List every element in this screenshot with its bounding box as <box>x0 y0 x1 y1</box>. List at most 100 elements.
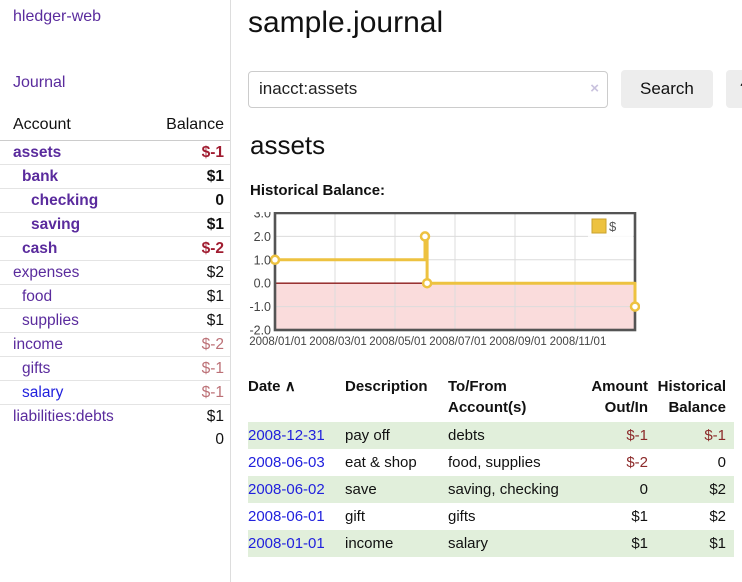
account-link[interactable]: expenses <box>13 264 80 281</box>
account-balance: $-1 <box>147 380 230 405</box>
main-content: sample.journal × Search ? assets Histori… <box>231 0 742 582</box>
account-row: income $-2 <box>0 332 230 357</box>
svg-text:-2.0: -2.0 <box>249 324 271 338</box>
transaction-description: gift <box>345 508 366 525</box>
account-balance: $2 <box>147 260 230 285</box>
account-link[interactable]: supplies <box>22 312 79 329</box>
search-input[interactable] <box>248 70 608 108</box>
search-button[interactable]: Search <box>621 70 713 108</box>
svg-text:1.0: 1.0 <box>254 253 271 267</box>
svg-text:2008/05/01: 2008/05/01 <box>369 336 427 348</box>
account-balance: $1 <box>147 284 230 309</box>
transaction-date-cell: 2008-12-31 <box>248 422 345 449</box>
transaction-row: 2008-06-01 gift gifts $1 $2 <box>248 503 734 530</box>
account-balance: $1 <box>147 404 230 428</box>
account-row: food $1 <box>0 284 230 309</box>
account-link[interactable]: income <box>13 336 63 353</box>
transaction-row: 2008-06-02 save saving, checking 0 $2 <box>248 476 734 503</box>
transaction-date-link[interactable]: 2008-01-01 <box>248 535 325 552</box>
transaction-row: 2008-01-01 income salary $1 $1 <box>248 530 734 557</box>
account-row: checking 0 <box>0 188 230 213</box>
account-link[interactable]: salary <box>22 384 64 401</box>
svg-text:2008/11/01: 2008/11/01 <box>550 336 607 348</box>
account-balance: $-2 <box>147 236 230 261</box>
account-link[interactable]: cash <box>22 240 58 257</box>
transaction-amount: $1 <box>631 508 648 525</box>
account-row: salary $-1 <box>0 380 230 405</box>
accounts-total-row: 0 <box>0 428 230 451</box>
accounts-total-value: 0 <box>215 431 224 448</box>
account-link[interactable]: checking <box>31 192 99 209</box>
transaction-date-link[interactable]: 2008-06-03 <box>248 454 325 471</box>
account-balance: $1 <box>147 212 230 237</box>
account-row: bank $1 <box>0 164 230 189</box>
account-link[interactable]: assets <box>13 144 62 161</box>
transaction-date-link[interactable]: 2008-06-02 <box>248 481 325 498</box>
transaction-accounts: food, supplies <box>448 454 541 471</box>
transaction-date-cell: 2008-01-01 <box>248 530 345 557</box>
account-heading: assets <box>250 130 326 160</box>
transaction-date-link[interactable]: 2008-12-31 <box>248 427 325 444</box>
transaction-accounts: saving, checking <box>448 481 559 498</box>
transaction-amount: $1 <box>631 535 648 552</box>
account-link[interactable]: gifts <box>22 360 51 377</box>
transaction-balance: 0 <box>717 454 726 471</box>
transaction-row: 2008-06-03 eat & shop food, supplies $-2 0 <box>248 449 734 476</box>
help-button[interactable]: ? <box>725 70 742 108</box>
account-row: supplies $1 <box>0 308 230 333</box>
register-tbody: 2008-12-31 pay off debts $-1 $-1 2008-06-03 ea… <box>248 422 734 557</box>
chart-heading: Historical Balance: <box>250 182 386 199</box>
account-link[interactable]: liabilities:debts <box>13 408 114 425</box>
transaction-date-link[interactable]: 2008-06-01 <box>248 508 325 525</box>
transaction-amount: $-2 <box>626 454 648 471</box>
accounts-tbody: assets $-1 bank $1 checking 0 saving $1 cash $-2 e… <box>0 141 230 428</box>
transaction-description: eat & shop <box>345 454 417 471</box>
transaction-balance: $2 <box>709 508 726 525</box>
sort-asc-icon: ∧ <box>284 378 296 395</box>
app-title-link[interactable]: hledger-web <box>13 8 102 25</box>
account-balance: $1 <box>147 164 230 189</box>
transaction-accounts: debts <box>448 427 485 444</box>
account-balance: $-1 <box>147 356 230 381</box>
accounts-header-account: Account <box>0 113 148 141</box>
svg-text:2008/01/01: 2008/01/01 <box>249 336 307 348</box>
svg-text:2.0: 2.0 <box>254 230 271 244</box>
clear-search-icon[interactable]: × <box>590 79 599 97</box>
transaction-balance: $2 <box>709 481 726 498</box>
svg-text:2008/09/01: 2008/09/01 <box>489 336 547 348</box>
register-table: Date ∧ Description To/From Account(s) Am… <box>248 374 734 557</box>
transaction-description: pay off <box>345 427 390 444</box>
account-link[interactable]: bank <box>22 168 59 185</box>
accounts-table: Account Balance assets $-1 bank $1 checking 0… <box>0 113 230 451</box>
svg-text:3.0: 3.0 <box>254 212 271 221</box>
page-title: sample.journal <box>248 6 444 39</box>
register-header-date[interactable]: Date ∧ <box>248 378 296 395</box>
account-row: saving $1 <box>0 212 230 237</box>
account-balance: $-1 <box>201 144 224 161</box>
register-header-description: Description <box>345 378 428 395</box>
transaction-balance: $1 <box>709 535 726 552</box>
transaction-date-cell: 2008-06-03 <box>248 449 345 476</box>
account-balance: $1 <box>147 308 230 333</box>
svg-text:-1.0: -1.0 <box>249 300 271 314</box>
account-link[interactable]: saving <box>31 216 81 233</box>
balance-chart: $3.0 2.0 1.0 0.0 -1.0 -2.0 2008/01/01 2008/03/0… <box>248 207 742 357</box>
transaction-date-cell: 2008-06-02 <box>248 476 345 503</box>
transaction-description: income <box>345 535 394 552</box>
transaction-row: 2008-12-31 pay off debts $-1 $-1 <box>248 422 734 449</box>
svg-text:2008/07/01: 2008/07/01 <box>429 336 487 348</box>
account-row: liabilities:debts $1 <box>0 404 230 428</box>
account-row: assets $-1 <box>0 141 230 165</box>
register-header-balance: Historical Balance <box>657 378 726 416</box>
account-row: cash $-2 <box>0 236 230 261</box>
transaction-balance: $-1 <box>704 427 726 444</box>
account-link[interactable]: food <box>22 288 53 305</box>
sidebar-item-journal[interactable]: Journal <box>13 74 66 91</box>
search-form: × Search ? <box>248 70 742 108</box>
transaction-amount: $-1 <box>626 427 648 444</box>
transaction-date-cell: 2008-06-01 <box>248 503 345 530</box>
account-balance: $-2 <box>147 332 230 357</box>
sidebar: hledger-web Journal Account Balance asse… <box>0 0 231 582</box>
account-row: expenses $2 <box>0 260 230 285</box>
register-header-amount: Amount Out/In <box>591 378 648 416</box>
